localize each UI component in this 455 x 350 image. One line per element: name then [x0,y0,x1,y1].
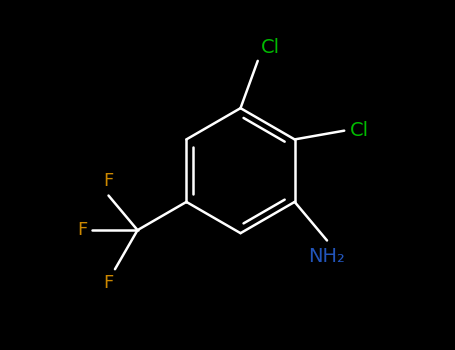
Text: F: F [77,221,87,239]
Text: NH₂: NH₂ [308,247,345,266]
Text: Cl: Cl [261,38,280,57]
Text: Cl: Cl [349,121,369,140]
Text: F: F [103,274,113,292]
Text: F: F [103,172,114,190]
